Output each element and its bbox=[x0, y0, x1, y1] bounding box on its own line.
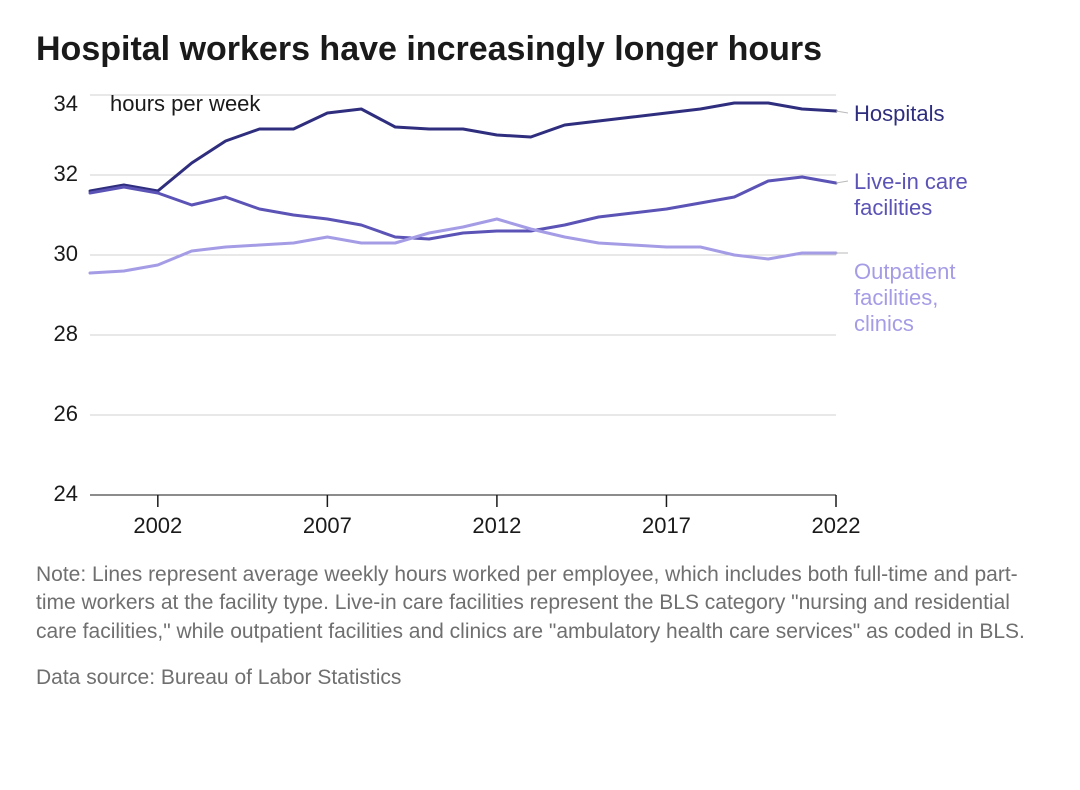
x-tick-label: 2017 bbox=[642, 513, 691, 535]
x-tick-label: 2012 bbox=[472, 513, 521, 535]
y-tick-label: 26 bbox=[54, 401, 78, 426]
chart-source: Data source: Bureau of Labor Statistics bbox=[36, 664, 1044, 692]
x-tick-label: 2002 bbox=[133, 513, 182, 535]
chart-title: Hospital workers have increasingly longe… bbox=[36, 30, 1044, 69]
series-label: Live-in carefacilities bbox=[854, 169, 968, 220]
series-label: Hospitals bbox=[854, 101, 944, 126]
series-hospitals bbox=[90, 103, 836, 191]
x-tick-label: 2007 bbox=[303, 513, 352, 535]
chart-area: 24 26 28 30 32 34 hours per week 2002 2007 2012 20… bbox=[36, 75, 1044, 535]
y-axis-unit-suffix: hours per week bbox=[110, 91, 261, 116]
y-tick-label: 32 bbox=[54, 161, 78, 186]
line-chart: 24 26 28 30 32 34 hours per week 2002 2007 2012 20… bbox=[36, 75, 1044, 535]
page: Hospital workers have increasingly longe… bbox=[0, 0, 1080, 790]
y-tick-label: 24 bbox=[54, 481, 78, 506]
series-label: Outpatientfacilities,clinics bbox=[854, 259, 956, 336]
x-tick-label: 2022 bbox=[812, 513, 861, 535]
series-outpatient-facilities-clinics bbox=[90, 219, 836, 273]
series-label-connector bbox=[836, 111, 848, 113]
y-tick-label: 28 bbox=[54, 321, 78, 346]
series-live-in-care-facilities bbox=[90, 177, 836, 239]
y-tick-label: 30 bbox=[54, 241, 78, 266]
chart-note: Note: Lines represent average weekly hou… bbox=[36, 561, 1044, 646]
series-label-connector bbox=[836, 181, 848, 183]
y-axis-unit-label: 34 bbox=[54, 91, 78, 116]
